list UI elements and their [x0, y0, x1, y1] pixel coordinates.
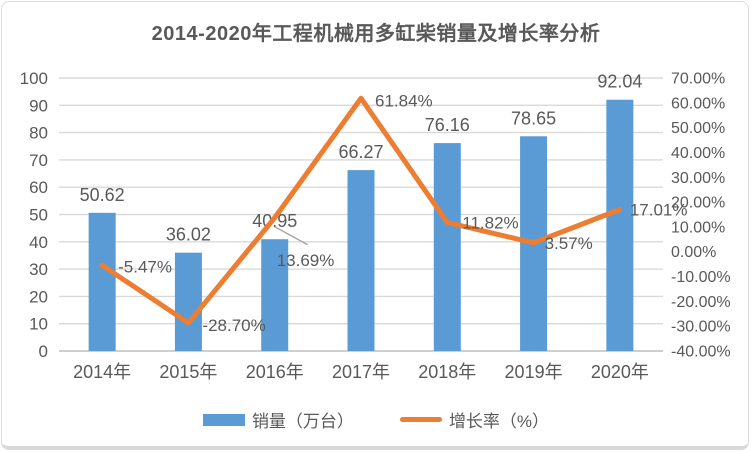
- left-axis-tick-label: 20: [29, 287, 48, 306]
- legend-item-sales: 销量（万台）: [202, 407, 354, 432]
- right-axis-tick-label: 0.00%: [671, 244, 716, 261]
- right-axis-tick-label: -30.00%: [671, 319, 731, 336]
- x-axis-label: 2019年: [505, 362, 563, 382]
- legend: 销量（万台） 增长率（%）: [0, 407, 752, 432]
- right-axis-tick-label: -40.00%: [671, 344, 731, 361]
- right-axis-tick-label: 50.00%: [671, 120, 725, 137]
- data-label-leader-line: [274, 226, 309, 246]
- left-axis-tick-label: 60: [29, 178, 48, 197]
- bar-data-label: 92.04: [597, 72, 642, 92]
- x-axis-label: 2016年: [246, 362, 304, 382]
- left-axis-tick-label: 70: [29, 151, 48, 170]
- bar-2020年: [606, 99, 634, 351]
- right-axis-tick-label: -20.00%: [671, 294, 731, 311]
- left-axis-tick-label: 50: [29, 206, 48, 225]
- growth-rate-line: [99, 95, 623, 326]
- left-axis-tick-label: 10: [29, 315, 48, 334]
- line-data-label: 11.82%: [462, 213, 518, 232]
- bar-data-label: 50.62: [80, 185, 125, 205]
- right-axis-tick-label: 20.00%: [671, 195, 725, 212]
- bar-series-swatch: [202, 413, 245, 426]
- bar-2018年: [433, 143, 461, 351]
- right-axis-tick-label: -10.00%: [671, 269, 731, 286]
- bar-data-label: 66.27: [338, 142, 383, 162]
- bar-2015年: [174, 252, 202, 351]
- line-data-label: 61.84%: [375, 91, 433, 110]
- x-axis-label: 2017年: [332, 362, 390, 382]
- left-axis-tick-label: 90: [29, 96, 48, 115]
- line-data-label: -5.47%: [118, 257, 172, 276]
- line-series-swatch: [399, 417, 442, 422]
- right-axis-tick-label: 10.00%: [671, 219, 725, 236]
- x-axis-label: 2014年: [73, 362, 131, 382]
- line-data-label: 17.01%: [630, 201, 688, 220]
- bar-data-label: 36.02: [166, 225, 211, 245]
- left-axis-tick-label: 30: [29, 260, 48, 279]
- bar-2017年: [347, 170, 375, 351]
- right-axis-tick-label: 70.00%: [671, 71, 725, 88]
- left-axis-tick-label: 100: [20, 69, 48, 88]
- x-axis-label: 2015年: [159, 362, 217, 382]
- right-axis-tick-label: 30.00%: [671, 170, 725, 187]
- bar-2014年: [88, 212, 116, 351]
- left-axis-tick-label: 40: [29, 233, 48, 252]
- right-axis-tick-label: 40.00%: [671, 145, 725, 162]
- x-axis-label: 2018年: [418, 362, 476, 382]
- line-data-label: 13.69%: [277, 251, 335, 270]
- bar-data-label: 76.16: [425, 115, 470, 135]
- x-axis-label: 2020年: [591, 362, 649, 382]
- legend-item-growth: 增长率（%）: [399, 407, 550, 432]
- legend-label-growth: 增长率（%）: [448, 412, 550, 431]
- left-axis-tick-label: 80: [29, 124, 48, 143]
- bar-2016年: [261, 239, 289, 351]
- chart-title: 2014-2020年工程机械用多缸柴销量及增长率分析: [151, 23, 601, 45]
- line-data-label: 3.57%: [545, 234, 593, 253]
- left-axis-tick-label: 0: [39, 342, 48, 361]
- right-axis-tick-label: 60.00%: [671, 95, 725, 112]
- legend-label-sales: 销量（万台）: [251, 412, 354, 431]
- bar-data-label: 78.65: [511, 108, 556, 128]
- line-data-label: -28.70%: [202, 316, 265, 335]
